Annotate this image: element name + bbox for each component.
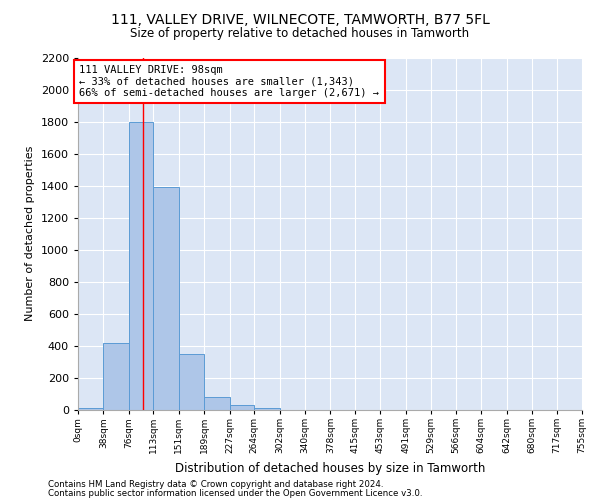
X-axis label: Distribution of detached houses by size in Tamworth: Distribution of detached houses by size … <box>175 462 485 474</box>
Text: Contains HM Land Registry data © Crown copyright and database right 2024.: Contains HM Land Registry data © Crown c… <box>48 480 383 489</box>
Bar <box>254 408 280 410</box>
Bar <box>230 405 254 410</box>
Text: 111, VALLEY DRIVE, WILNECOTE, TAMWORTH, B77 5FL: 111, VALLEY DRIVE, WILNECOTE, TAMWORTH, … <box>110 12 490 26</box>
Bar <box>103 342 129 410</box>
Text: 111 VALLEY DRIVE: 98sqm
← 33% of detached houses are smaller (1,343)
66% of semi: 111 VALLEY DRIVE: 98sqm ← 33% of detache… <box>79 64 379 98</box>
Bar <box>154 188 179 410</box>
Bar <box>179 354 204 410</box>
Bar <box>78 408 103 410</box>
Bar <box>204 397 230 410</box>
Bar <box>129 122 154 410</box>
Y-axis label: Number of detached properties: Number of detached properties <box>25 146 35 322</box>
Text: Contains public sector information licensed under the Open Government Licence v3: Contains public sector information licen… <box>48 488 422 498</box>
Text: Size of property relative to detached houses in Tamworth: Size of property relative to detached ho… <box>130 28 470 40</box>
